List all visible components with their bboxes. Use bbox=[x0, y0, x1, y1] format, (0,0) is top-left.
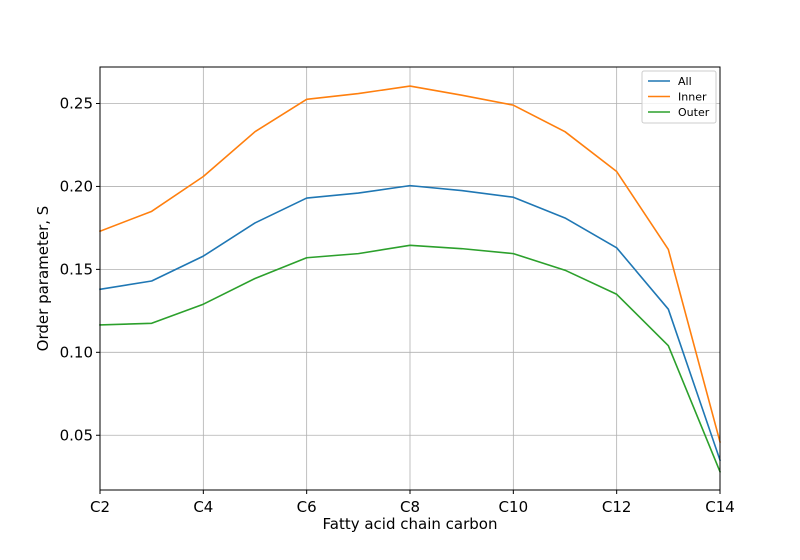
x-tick-label: C12 bbox=[602, 498, 632, 516]
series-line-all bbox=[99, 184, 722, 462]
grid bbox=[99, 67, 721, 490]
legend-label-outer: Outer bbox=[678, 106, 710, 119]
y-tick-label: 0.15 bbox=[60, 260, 93, 278]
series-lines bbox=[98, 85, 722, 473]
x-tick-label: C10 bbox=[499, 498, 529, 516]
x-tick-label: C6 bbox=[297, 498, 317, 516]
series-line-outer bbox=[99, 244, 722, 473]
legend-label-inner: Inner bbox=[678, 91, 707, 104]
x-tick-label: C2 bbox=[90, 498, 110, 516]
legend-label-all: All bbox=[678, 75, 692, 88]
y-axis-label: Order parameter, S bbox=[34, 206, 52, 352]
y-tick-label: 0.05 bbox=[60, 426, 93, 444]
x-tick-label: C4 bbox=[193, 498, 213, 516]
x-tick-label: C14 bbox=[705, 498, 735, 516]
legend: All Inner Outer bbox=[641, 70, 717, 124]
y-axis: 0.05 0.10 0.15 0.20 0.25 bbox=[60, 94, 100, 444]
legend-box bbox=[641, 70, 717, 124]
x-tick-label: C8 bbox=[400, 498, 420, 516]
x-axis: C2 C4 C6 C8 C10 C12 C14 bbox=[90, 490, 735, 516]
series-line-inner bbox=[98, 85, 721, 443]
y-tick-label: 0.25 bbox=[60, 94, 93, 112]
y-tick-label: 0.20 bbox=[60, 177, 93, 195]
x-axis-label: Fatty acid chain carbon bbox=[323, 515, 498, 533]
y-tick-label: 0.10 bbox=[60, 343, 93, 361]
